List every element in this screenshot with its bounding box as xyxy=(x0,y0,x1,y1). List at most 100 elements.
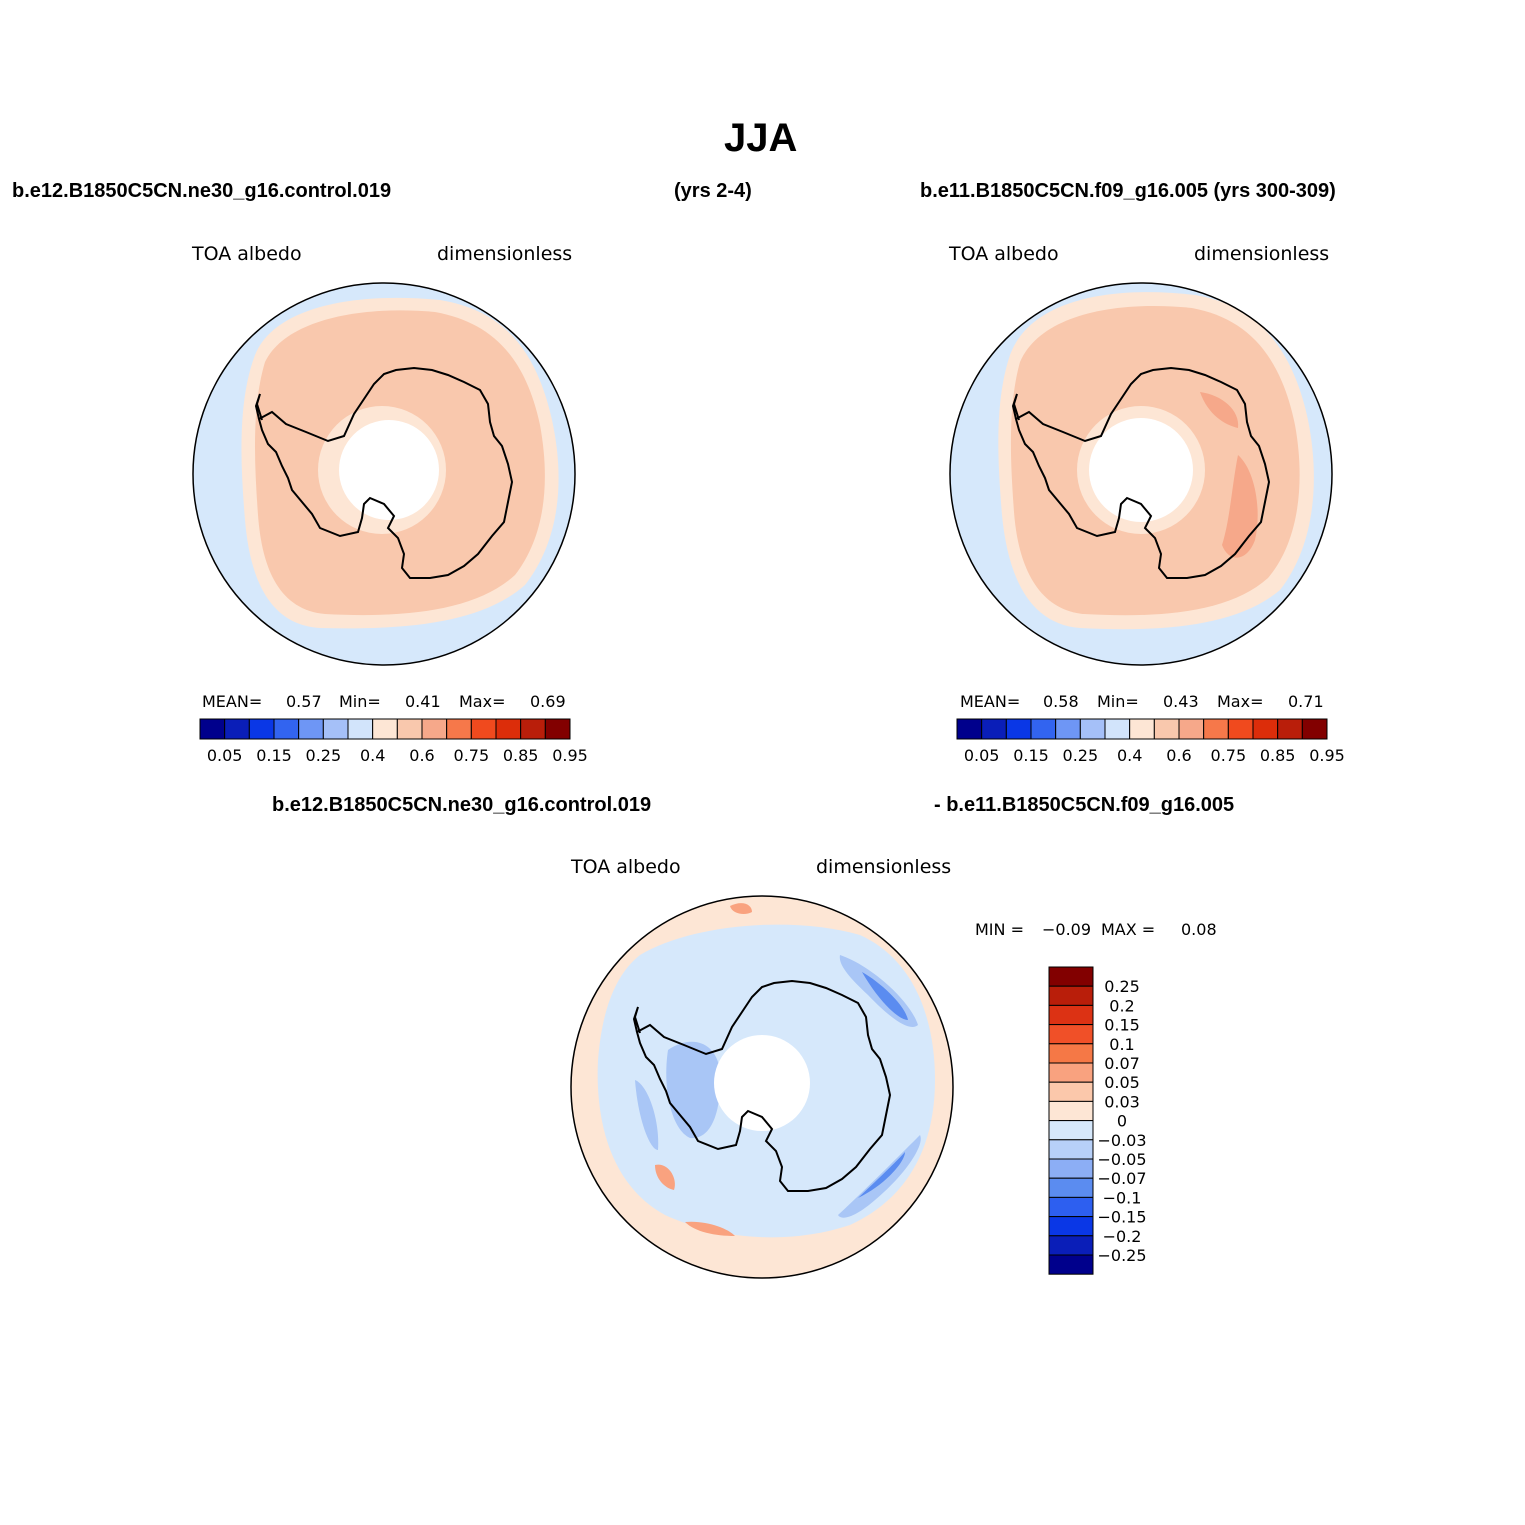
left-colorbar-swatch xyxy=(495,718,522,740)
diff-colorbar-swatch xyxy=(1048,1235,1094,1256)
right-pole-hole xyxy=(1089,418,1193,522)
diff-colorbar-swatch xyxy=(1048,1216,1094,1237)
left-max-label: Max= xyxy=(459,692,506,711)
left-colorbar: 0.05 0.15 0.25 0.4 0.6 0.75 0.85 0.95 xyxy=(199,718,588,765)
diff-max-label: MAX = xyxy=(1101,920,1156,939)
diff-min-label: MIN = xyxy=(975,920,1024,939)
left-colorbar-tick-label: 0.6 xyxy=(409,746,434,765)
left-min-label: Min= xyxy=(339,692,381,711)
diff-positive-sw xyxy=(655,1164,675,1190)
diff-colorbar-swatch xyxy=(1048,1196,1094,1218)
left-colorbar-swatch xyxy=(520,718,546,740)
left-pole-hole xyxy=(339,420,439,520)
diff-left-case-header: b.e12.B1850C5CN.ne30_g16.control.019 xyxy=(272,794,652,816)
diff-colorbar-swatch xyxy=(1048,1100,1094,1122)
diff-colorbar-tick-label: −0.03 xyxy=(1097,1131,1146,1150)
right-colorbar-swatch xyxy=(1227,718,1254,740)
diff-colorbar-tick-label: −0.1 xyxy=(1103,1188,1142,1207)
left-colorbar-swatch xyxy=(372,718,398,740)
left-variable-label: TOA albedo xyxy=(192,243,302,265)
right-colorbar-swatch xyxy=(1055,718,1081,740)
left-colorbar-swatch xyxy=(446,718,472,740)
right-colorbar-swatch xyxy=(1153,718,1180,740)
right-colorbar-swatch xyxy=(981,718,1007,740)
right-colorbar-swatch xyxy=(1277,718,1303,740)
diff-variable-label: TOA albedo xyxy=(571,856,681,878)
right-ice-high-north xyxy=(1200,392,1239,428)
left-colorbar-tick-label: 0.15 xyxy=(256,746,292,765)
diff-colorbar-tick-label: 0.2 xyxy=(1109,996,1134,1015)
left-colorbar-swatch xyxy=(224,718,250,740)
right-ice-high-east xyxy=(1222,455,1258,558)
top-right-case-header: b.e11.B1850C5CN.f09_g16.005 (yrs 300-309… xyxy=(920,180,1336,202)
left-colorbar-swatch xyxy=(470,718,497,740)
right-colorbar: 0.05 0.15 0.25 0.4 0.6 0.75 0.85 0.95 xyxy=(956,718,1345,765)
diff-colorbar-swatch xyxy=(1048,1254,1094,1275)
diff-colorbar: 0.250.20.150.10.070.050.030−0.03−0.05−0.… xyxy=(1048,966,1147,1275)
right-colorbar-swatch xyxy=(1178,718,1205,740)
left-colorbar-swatch xyxy=(544,718,571,740)
diff-positive-bottom xyxy=(685,1221,735,1236)
left-colorbar-tick-label: 0.85 xyxy=(503,746,539,765)
diff-units-label: dimensionless xyxy=(816,856,952,878)
right-mean-value: 0.58 xyxy=(1043,692,1079,711)
right-colorbar-swatch xyxy=(1104,718,1131,740)
right-map xyxy=(950,283,1332,665)
right-colorbar-tick-label: 0.85 xyxy=(1260,746,1296,765)
diff-colorbar-tick-label: −0.07 xyxy=(1097,1169,1146,1188)
left-colorbar-tick-label: 0.05 xyxy=(207,746,243,765)
page-title: JJA xyxy=(724,116,798,160)
diff-colorbar-tick-label: 0.05 xyxy=(1104,1073,1140,1092)
right-colorbar-swatch xyxy=(1129,718,1155,740)
right-colorbar-tick-label: 0.15 xyxy=(1013,746,1049,765)
diff-map-border xyxy=(570,895,954,1279)
diff-positive-top xyxy=(730,903,752,914)
right-colorbar-tick-label: 0.6 xyxy=(1166,746,1191,765)
diff-negative-band-se xyxy=(838,1135,921,1218)
diff-colorbar-tick-label: −0.15 xyxy=(1097,1208,1146,1227)
right-min-value: 0.43 xyxy=(1163,692,1199,711)
left-colorbar-swatch xyxy=(248,718,275,740)
diff-colorbar-swatch xyxy=(1048,966,1094,987)
left-colorbar-tick-label: 0.95 xyxy=(552,746,588,765)
right-colorbar-tick-label: 0.25 xyxy=(1063,746,1099,765)
left-colorbar-swatch xyxy=(421,718,448,740)
left-colorbar-swatch xyxy=(322,718,349,740)
diff-colorbar-swatch xyxy=(1048,1139,1094,1160)
left-mean-value: 0.57 xyxy=(286,692,322,711)
diff-strong-ne xyxy=(862,972,908,1020)
diff-colorbar-swatch xyxy=(1048,1120,1094,1141)
right-colorbar-swatch xyxy=(1252,718,1279,740)
diff-colorbar-tick-label: −0.05 xyxy=(1097,1150,1146,1169)
right-colorbar-swatch xyxy=(1030,718,1057,740)
right-min-label: Min= xyxy=(1097,692,1139,711)
left-mean-label: MEAN= xyxy=(202,692,263,711)
top-years-header: (yrs 2-4) xyxy=(674,180,752,202)
left-colorbar-tick-label: 0.75 xyxy=(454,746,490,765)
right-mean-label: MEAN= xyxy=(960,692,1021,711)
right-colorbar-tick-label: 0.4 xyxy=(1117,746,1142,765)
right-colorbar-tick-label: 0.05 xyxy=(964,746,1000,765)
diff-colorbar-swatch xyxy=(1048,985,1094,1006)
left-map-border xyxy=(192,282,576,666)
diff-colorbar-tick-label: −0.2 xyxy=(1103,1227,1142,1246)
left-min-value: 0.41 xyxy=(405,692,441,711)
diff-map xyxy=(571,896,953,1278)
right-colorbar-swatch xyxy=(1079,718,1106,740)
left-colorbar-swatch xyxy=(298,718,324,740)
right-colorbar-swatch xyxy=(1301,718,1328,740)
right-max-label: Max= xyxy=(1217,692,1264,711)
right-colorbar-swatch xyxy=(1203,718,1229,740)
diff-colorbar-tick-label: 0.03 xyxy=(1104,1092,1140,1111)
right-map-border xyxy=(949,282,1333,666)
left-colorbar-swatch xyxy=(273,718,300,740)
right-variable-label: TOA albedo xyxy=(949,243,1059,265)
left-map xyxy=(193,283,575,665)
diff-colorbar-swatch xyxy=(1048,1062,1094,1083)
right-colorbar-tick-label: 0.75 xyxy=(1211,746,1247,765)
diff-max-value: 0.08 xyxy=(1181,920,1217,939)
diff-colorbar-tick-label: 0.07 xyxy=(1104,1054,1140,1073)
left-colorbar-swatch xyxy=(199,718,226,740)
left-colorbar-swatch xyxy=(347,718,374,740)
